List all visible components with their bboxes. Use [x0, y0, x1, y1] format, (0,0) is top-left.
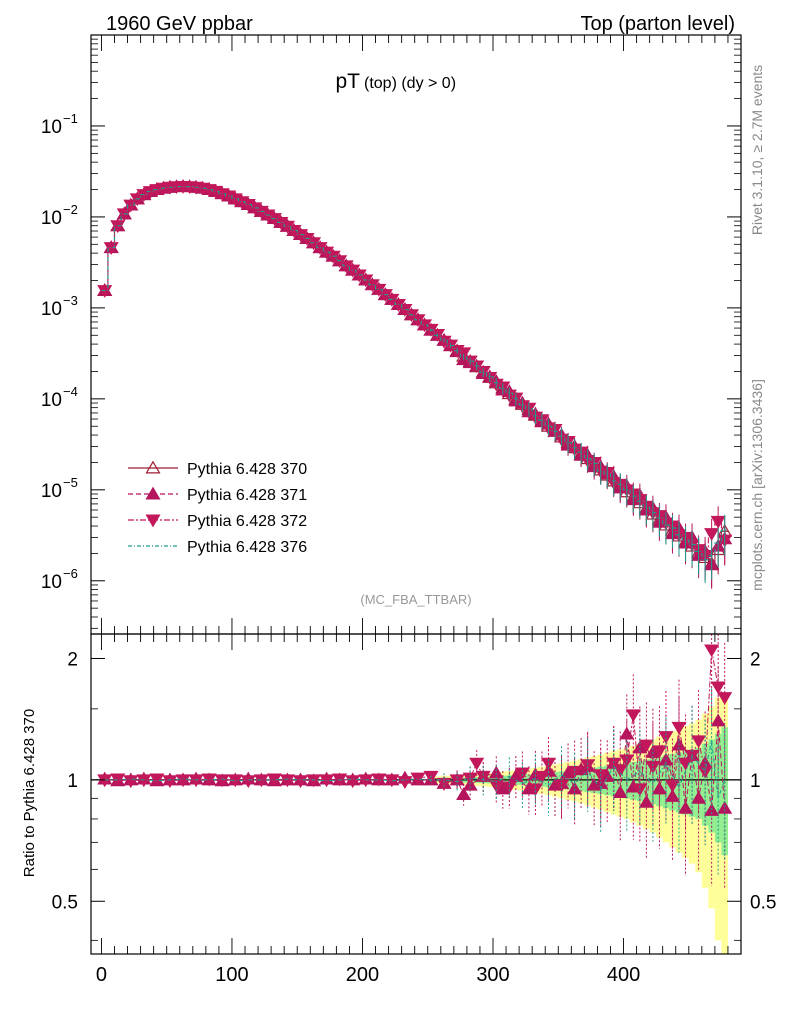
legend-entry: Pythia 6.428 376	[128, 539, 307, 556]
y-tick-label: 10	[41, 481, 62, 502]
ratio-series	[104, 688, 726, 877]
data-point-marker	[638, 739, 654, 753]
data-point-marker	[110, 220, 126, 234]
data-point-marker	[175, 774, 191, 788]
data-point-marker	[658, 731, 674, 744]
ratio-x-axis: 0 100 200 300 400	[96, 634, 729, 986]
data-point-marker	[305, 774, 322, 788]
data-point-marker	[625, 709, 641, 723]
legend-label: Pythia 6.428 372	[187, 513, 307, 530]
y-tick-label-exp: −5	[63, 475, 78, 490]
data-point-marker	[292, 775, 309, 789]
data-point-marker	[514, 767, 530, 781]
data-point-marker	[145, 514, 161, 528]
mcplots-label: mcplots.cern.ch [arXiv:1306.3436]	[749, 379, 765, 591]
data-point-marker	[188, 774, 204, 788]
data-point-marker	[704, 644, 720, 658]
ratio-y-axis: 0.5 0.5 1 1 2 2	[52, 649, 776, 941]
data-point-marker	[469, 757, 485, 771]
data-point-marker	[691, 735, 707, 749]
data-point-marker	[279, 774, 295, 788]
legend-entry: Pythia 6.428 370	[128, 460, 307, 478]
y-tick-label-exp: −1	[63, 111, 78, 126]
y-tick-label: 10	[41, 572, 62, 593]
ratio-y-tick-label: 2	[67, 649, 78, 670]
legend: Pythia 6.428 370 Pythia 6.428 371 Pythia 6…	[128, 460, 307, 556]
y-tick-label: 10	[41, 117, 62, 138]
main-series	[101, 185, 728, 584]
data-point-marker	[612, 764, 628, 778]
ratio-frame	[90, 633, 742, 955]
data-point-marker	[534, 770, 550, 784]
data-point-marker	[123, 775, 139, 789]
x-tick-label: 400	[607, 964, 640, 986]
data-point-marker	[553, 779, 570, 793]
data-point-marker	[638, 794, 654, 808]
data-point-marker	[145, 486, 161, 500]
ratio-y-axis-label: Ratio to Pythia 6.428 370	[21, 709, 38, 877]
series-line	[101, 185, 728, 561]
data-point-marker	[664, 779, 681, 793]
ratio-y-tick-label-right: 0.5	[750, 892, 776, 913]
ratio-y-tick-label-right: 1	[750, 771, 761, 792]
data-point-marker	[240, 775, 256, 789]
data-point-marker	[710, 681, 726, 695]
main-y-axis: 10−110−210−310−410−510−6	[41, 38, 741, 629]
data-point-marker	[632, 783, 648, 797]
legend-label: Pythia 6.428 371	[187, 487, 307, 504]
data-point-marker	[717, 692, 733, 705]
data-point-marker	[508, 769, 524, 782]
ratio-data-layer	[91, 634, 741, 954]
main-title-sub: (top) (dy > 0)	[364, 75, 456, 92]
watermark-label: (MC_FBA_TTBAR)	[360, 592, 471, 607]
data-point-marker	[97, 285, 113, 298]
data-point-marker	[116, 208, 132, 222]
header-right-label: Top (parton level)	[580, 13, 735, 35]
data-point-marker	[710, 515, 726, 529]
ratio-uncertainty-band	[427, 692, 728, 954]
data-point-marker	[145, 460, 161, 474]
ratio-y-tick-label: 1	[67, 771, 78, 792]
y-tick-label-exp: −2	[63, 202, 78, 217]
main-x-axis	[100, 35, 729, 634]
header-left-label: 1960 GeV ppbar	[106, 13, 253, 35]
legend-label: Pythia 6.428 370	[187, 461, 307, 478]
rivet-label: Rivet 3.1.10, ≥ 2.7M events	[749, 65, 765, 235]
x-tick-label: 300	[476, 964, 509, 986]
data-point-marker	[358, 774, 374, 788]
y-tick-label-exp: −6	[63, 566, 78, 581]
legend-entry: Pythia 6.428 371	[128, 486, 307, 504]
y-tick-label: 10	[41, 390, 62, 411]
ratio-y-tick-label: 0.5	[52, 892, 78, 913]
x-tick-label: 0	[96, 964, 107, 986]
ratio-y-tick-label-right: 2	[750, 649, 761, 670]
y-tick-label: 10	[41, 208, 62, 229]
x-tick-label: 100	[215, 964, 248, 986]
legend-entry: Pythia 6.428 372	[128, 513, 307, 530]
data-point-marker	[162, 775, 178, 789]
data-point-marker	[671, 721, 687, 735]
data-point-marker	[214, 774, 230, 788]
data-point-marker	[710, 713, 726, 727]
main-panel: 10−110−210−310−410−510−6 pT (top) (dy > …	[41, 34, 742, 635]
data-point-marker	[717, 800, 733, 814]
legend-label: Pythia 6.428 376	[187, 539, 307, 556]
data-point-marker	[149, 773, 165, 787]
main-data-layer	[97, 179, 733, 589]
data-point-marker	[397, 776, 413, 789]
data-point-marker	[704, 528, 720, 541]
data-point-marker	[253, 774, 269, 788]
ratio-panel: 0.5 0.5 1 1 2 2 0 100 200 300 400 Ratio to Pythia…	[21, 633, 776, 986]
y-tick-label-exp: −3	[63, 293, 78, 308]
x-tick-label: 200	[346, 964, 379, 986]
data-point-marker	[651, 745, 667, 759]
data-point-marker	[456, 787, 472, 800]
y-tick-label: 10	[41, 299, 62, 320]
main-title: pT	[335, 70, 360, 93]
data-point-marker	[97, 774, 113, 788]
y-tick-label-exp: −4	[63, 384, 78, 399]
data-point-marker	[345, 775, 361, 789]
